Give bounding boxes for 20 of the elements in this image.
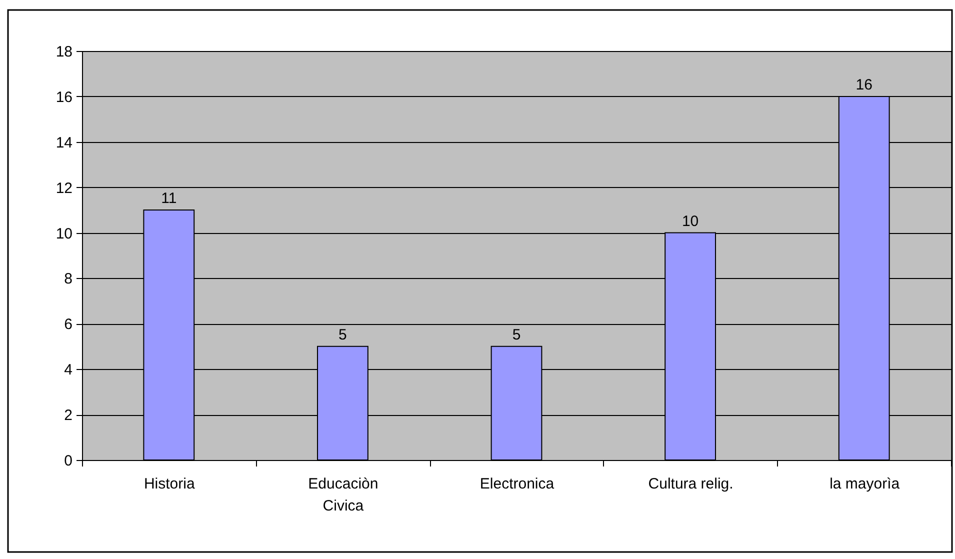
data-label: 5 xyxy=(338,326,347,344)
y-tick-label: 8 xyxy=(64,270,72,288)
y-tick-label: 18 xyxy=(56,44,72,60)
data-label: 10 xyxy=(682,212,699,230)
y-tick-label: 6 xyxy=(64,316,72,334)
y-tick-label: 10 xyxy=(56,225,72,242)
data-label: 11 xyxy=(161,190,177,208)
x-tick-label: Historia xyxy=(144,476,196,492)
y-tick-label: 0 xyxy=(64,452,72,470)
y-tick-label: 16 xyxy=(56,88,72,106)
y-tick-label: 4 xyxy=(64,362,72,379)
x-tick-label: Educaciòn Civica xyxy=(308,476,378,514)
data-label: 16 xyxy=(856,76,872,94)
x-tick-label: Cultura relig. xyxy=(648,476,734,492)
x-tick-label: Electronica xyxy=(480,476,555,492)
y-tick-label: 2 xyxy=(64,407,72,424)
data-label: 5 xyxy=(512,326,521,344)
y-tick-label: 12 xyxy=(56,180,72,197)
x-tick-label: la mayorìa xyxy=(830,476,900,492)
y-tick-label: 14 xyxy=(56,134,72,152)
